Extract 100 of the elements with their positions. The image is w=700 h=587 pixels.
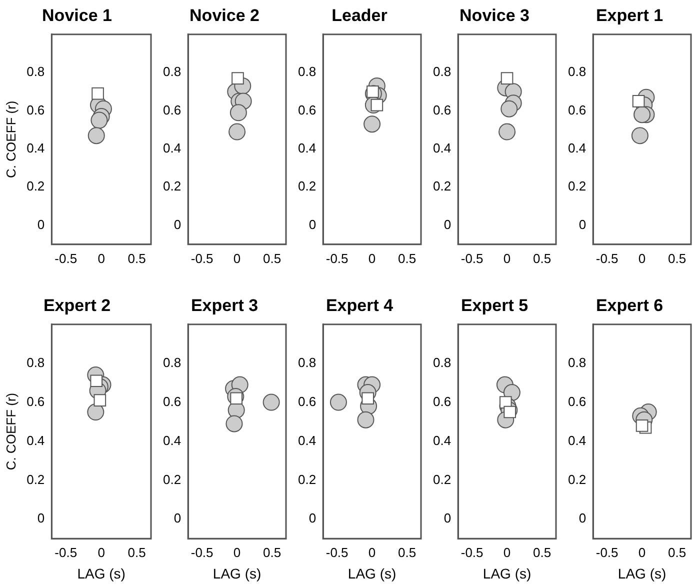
y-tick-label: 0.8 (162, 64, 182, 80)
chart-title: Novice 1 (42, 6, 112, 25)
x-tick-label: 0.5 (128, 250, 146, 266)
y-tick-label: 0.8 (568, 64, 586, 80)
x-tick-label: 0 (98, 250, 105, 266)
point (632, 95, 645, 108)
x-tick-label: 0 (503, 250, 511, 266)
y-tick-label: 0.4 (298, 140, 316, 156)
point (232, 72, 244, 84)
x-tick-label: 0 (368, 544, 376, 560)
x-tick-label: -0.5 (190, 250, 214, 266)
point (500, 100, 518, 118)
x-tick-label: 0 (98, 544, 105, 560)
y-tick-label: 0.6 (162, 394, 182, 409)
chart-title: Expert 3 (190, 296, 258, 315)
chart-title: Novice 3 (460, 6, 530, 25)
y-axis-title: C. COEFF (r) (3, 100, 18, 178)
y-tick-label: 0.8 (298, 354, 316, 370)
y-tick-label: 0.8 (432, 354, 452, 370)
y-tick-label: 0.2 (298, 178, 316, 194)
x-tick-label: -0.5 (460, 544, 484, 560)
point (262, 394, 280, 411)
y-tick-label: 0.8 (26, 64, 45, 80)
x-axis-title: LAG (s) (77, 565, 126, 582)
y-tick-label: 0.6 (432, 394, 452, 409)
x-tick-label: 0.5 (668, 544, 686, 560)
y-tick-label: 0.6 (568, 102, 586, 118)
y-tick-label: 0 (308, 216, 316, 232)
y-tick-label: 0.6 (298, 102, 316, 118)
x-tick-label: -0.5 (54, 544, 78, 560)
point (498, 123, 516, 140)
point (370, 98, 384, 112)
x-tick-label: -0.5 (190, 544, 214, 560)
y-tick-label: 0.2 (568, 178, 586, 194)
y-tick-label: 0.2 (26, 178, 45, 194)
y-tick-label: 0 (37, 216, 45, 232)
x-tick-label: 0 (368, 250, 376, 266)
x-tick-label: 0.5 (532, 544, 552, 560)
point (357, 411, 374, 428)
x-tick-label: 0.5 (262, 250, 282, 266)
chart-title: Expert 1 (596, 6, 664, 25)
point (90, 112, 108, 129)
y-tick-label: 0 (174, 216, 182, 232)
y-tick-label: 0.4 (568, 140, 586, 156)
y-tick-label: 0 (578, 216, 586, 232)
y-tick-label: 0.4 (162, 140, 182, 156)
y-tick-label: 0.4 (26, 140, 45, 156)
y-tick-label: 0.4 (568, 432, 586, 448)
y-tick-label: 0.8 (26, 354, 45, 370)
y-tick-label: 0.2 (162, 178, 182, 194)
x-tick-label: 0.5 (668, 250, 686, 266)
y-tick-label: 0.2 (26, 472, 45, 487)
x-tick-label: 0 (638, 250, 646, 266)
x-tick-label: 0 (638, 544, 646, 560)
x-axis-title: LAG (s) (212, 565, 262, 582)
chart-title: Expert 6 (596, 296, 664, 315)
y-tick-label: 0.4 (26, 432, 45, 448)
y-tick-label: 0.2 (162, 472, 182, 487)
y-tick-label: 0 (578, 510, 586, 526)
x-tick-label: 0.5 (128, 544, 146, 560)
chart-title: Leader (332, 6, 388, 25)
chart-title: Expert 4 (326, 296, 394, 315)
y-tick-label: 0.2 (432, 178, 452, 194)
x-tick-label: -0.5 (326, 250, 348, 266)
y-tick-label: 0.2 (568, 472, 586, 487)
point (364, 116, 381, 133)
point (636, 420, 648, 432)
y-tick-label: 0.2 (432, 472, 452, 487)
point (87, 404, 104, 421)
y-tick-label: 0.8 (162, 354, 182, 370)
y-tick-label: 0.8 (568, 354, 586, 370)
chart-title: Novice 2 (190, 6, 260, 25)
y-tick-label: 0.6 (298, 394, 316, 409)
y-tick-label: 0.4 (432, 140, 452, 156)
x-tick-label: 0 (503, 544, 511, 560)
x-axis-title: LAG (s) (618, 565, 666, 582)
x-tick-label: -0.5 (596, 544, 618, 560)
y-tick-label: 0.6 (162, 102, 182, 118)
y-tick-label: 0 (444, 216, 452, 232)
x-axis-title: LAG (s) (348, 565, 396, 582)
chart-title: Expert 2 (43, 296, 111, 315)
x-axis-title: LAG (s) (482, 565, 532, 582)
point (226, 415, 243, 432)
point (634, 106, 651, 124)
chart-title: Expert 5 (460, 296, 528, 315)
x-tick-label: -0.5 (596, 250, 618, 266)
y-tick-label: 0.6 (26, 394, 45, 409)
y-tick-label: 0.6 (568, 394, 586, 409)
point (230, 104, 247, 122)
y-tick-label: 0 (37, 510, 45, 526)
x-tick-label: 0 (233, 250, 241, 266)
y-tick-label: 0 (444, 510, 452, 526)
x-tick-label: 0.5 (262, 544, 282, 560)
x-tick-label: 0.5 (398, 250, 416, 266)
y-tick-label: 0.6 (432, 102, 452, 118)
y-tick-label: 0.2 (298, 472, 316, 487)
y-tick-label: 0.4 (162, 432, 182, 448)
y-tick-label: 0 (308, 510, 316, 526)
x-tick-label: -0.5 (460, 250, 484, 266)
y-tick-label: 0.8 (432, 64, 452, 80)
